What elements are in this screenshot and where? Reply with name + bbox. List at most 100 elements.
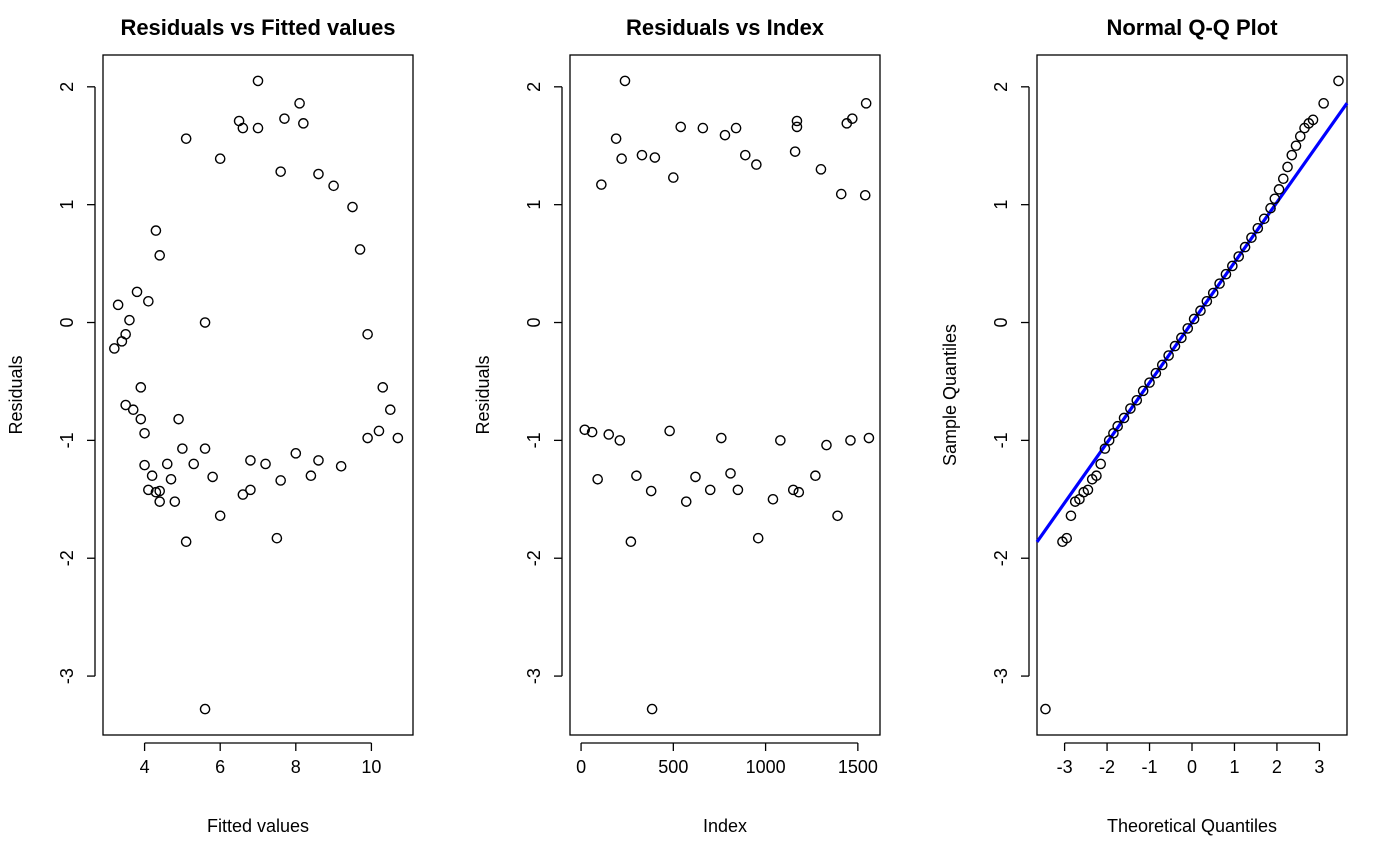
panel-1-point bbox=[237, 489, 249, 500]
panel-3-y-axis: -3 -2 -1 0 1 2 bbox=[991, 82, 1030, 684]
panel-2-y-axis-label: Residuals bbox=[473, 355, 493, 434]
panel-3-point bbox=[1061, 532, 1073, 544]
panel-2-point bbox=[690, 471, 701, 483]
panel-2-point bbox=[793, 486, 805, 498]
panel-3-point bbox=[1169, 340, 1181, 352]
panel-2-points bbox=[579, 75, 875, 715]
panel-2-point bbox=[616, 153, 627, 165]
panel-3-x-axis-label: Theoretical Quantiles bbox=[1107, 816, 1277, 836]
panel-3-point bbox=[1252, 222, 1264, 234]
panel-2-point bbox=[725, 468, 736, 479]
panel-2-point bbox=[860, 98, 872, 109]
panel-1-point bbox=[305, 470, 317, 482]
panel-normal-qq: Normal Q-Q Plot -3 -2 -1 0 1 2 3 -3 -2 -1 0 1 2 The… bbox=[940, 15, 1349, 836]
panel-1-point bbox=[245, 484, 256, 496]
panel-3-y-tick-label: 1 bbox=[991, 200, 1011, 210]
panel-1-point bbox=[275, 475, 286, 486]
panel-1-point bbox=[135, 382, 147, 393]
panel-3-point bbox=[1091, 470, 1102, 482]
panel-2-y-tick-label: -1 bbox=[524, 432, 544, 448]
panel-1-point bbox=[313, 168, 324, 180]
panel-3-point bbox=[1156, 359, 1168, 371]
panel-1-point bbox=[150, 486, 162, 498]
panel-3-x-tick-label: 0 bbox=[1187, 757, 1197, 777]
panel-3-y-tick-label: -3 bbox=[991, 668, 1011, 684]
panel-1-x-tick-label: 4 bbox=[140, 757, 150, 777]
panel-3-title: Normal Q-Q Plot bbox=[1106, 15, 1278, 40]
panel-1-title: Residuals vs Fitted values bbox=[120, 15, 395, 40]
panel-2-point bbox=[789, 146, 801, 157]
panel-residuals-vs-fitted: Residuals vs Fitted values 4 6 8 10 -3 -2 -1 0… bbox=[6, 15, 414, 836]
panel-3-point bbox=[1282, 161, 1293, 173]
panel-2-point bbox=[810, 470, 821, 482]
panel-3-point bbox=[1095, 458, 1106, 470]
panel-3-point bbox=[1163, 350, 1174, 361]
panel-1-point bbox=[271, 532, 283, 544]
panel-2-point bbox=[680, 496, 692, 507]
panel-1-point bbox=[135, 413, 147, 425]
panel-1-point bbox=[214, 153, 226, 165]
panel-2-point bbox=[610, 133, 622, 144]
panel-1-point bbox=[143, 484, 154, 496]
panel-1-point bbox=[385, 404, 396, 416]
panel-2-point bbox=[586, 426, 598, 438]
panel-1-point bbox=[120, 329, 131, 340]
panel-2-x-axis-label: Index bbox=[703, 816, 747, 836]
panel-1-point bbox=[275, 166, 286, 177]
panel-1-point bbox=[377, 382, 389, 393]
panel-1-point bbox=[199, 443, 211, 454]
panel-1-point bbox=[260, 458, 271, 470]
panel-3-point bbox=[1118, 412, 1130, 424]
panel-3-y-tick-label: 2 bbox=[991, 82, 1011, 92]
panel-3-point bbox=[1125, 403, 1136, 414]
panel-2-point bbox=[668, 172, 679, 183]
panel-2-point bbox=[815, 164, 827, 175]
panel-1-point bbox=[143, 296, 154, 307]
panel-3-point bbox=[1239, 241, 1251, 253]
panel-2-point bbox=[646, 703, 658, 715]
panel-3-y-tick-label: -2 bbox=[991, 550, 1011, 566]
panel-2-point bbox=[704, 484, 716, 496]
panel-1-y-tick-label: -2 bbox=[57, 550, 77, 566]
panel-2-point bbox=[791, 115, 803, 127]
panel-2-point bbox=[631, 470, 642, 482]
panel-2-y-tick-label: 1 bbox=[524, 200, 544, 210]
panel-3-y-axis-label: Sample Quantiles bbox=[940, 324, 960, 466]
panel-2-point bbox=[821, 439, 832, 451]
panel-3-x-tick-label: 2 bbox=[1272, 757, 1282, 777]
panel-2-y-tick-label: 0 bbox=[524, 318, 544, 328]
panel-3-point bbox=[1188, 313, 1200, 325]
panel-3-point bbox=[1246, 232, 1257, 243]
panel-1-x-axis-label: Fitted values bbox=[207, 816, 309, 836]
panel-1-point bbox=[154, 496, 166, 507]
panel-2-y-tick-label: 2 bbox=[524, 82, 544, 92]
panel-3-point bbox=[1278, 173, 1289, 185]
panel-1-y-tick-label: -3 bbox=[57, 668, 77, 684]
panel-3-point bbox=[1333, 75, 1344, 87]
panel-1-point bbox=[139, 459, 150, 471]
panel-2-point bbox=[845, 435, 856, 446]
panel-3-point bbox=[1112, 420, 1123, 432]
panel-3-point bbox=[1099, 443, 1111, 454]
panel-3-x-axis: -3 -2 -1 0 1 2 3 bbox=[1057, 742, 1324, 777]
panel-2-point bbox=[625, 536, 637, 548]
panel-1-point bbox=[252, 122, 264, 134]
panel-1-x-axis: 4 6 8 10 bbox=[140, 742, 381, 777]
panel-1-point bbox=[373, 425, 385, 437]
panel-1-point bbox=[199, 317, 211, 328]
panel-2-point bbox=[649, 152, 661, 163]
panel-2-point bbox=[847, 113, 858, 124]
panel-1-y-axis: -3 -2 -1 0 1 2 bbox=[57, 82, 96, 684]
panel-3-plot-area bbox=[1036, 54, 1348, 736]
panel-1-point bbox=[298, 118, 309, 129]
panel-1-y-tick-label: 0 bbox=[57, 318, 77, 328]
panel-1-point bbox=[279, 113, 290, 124]
panel-2-point bbox=[675, 121, 687, 133]
panel-3-x-tick-label: -1 bbox=[1142, 757, 1158, 777]
panel-1-point bbox=[146, 470, 158, 482]
panel-3-point bbox=[1195, 305, 1206, 317]
panel-1-point bbox=[392, 432, 404, 444]
panel-1-y-tick-label: 2 bbox=[57, 82, 77, 92]
panel-2-point bbox=[859, 189, 871, 201]
